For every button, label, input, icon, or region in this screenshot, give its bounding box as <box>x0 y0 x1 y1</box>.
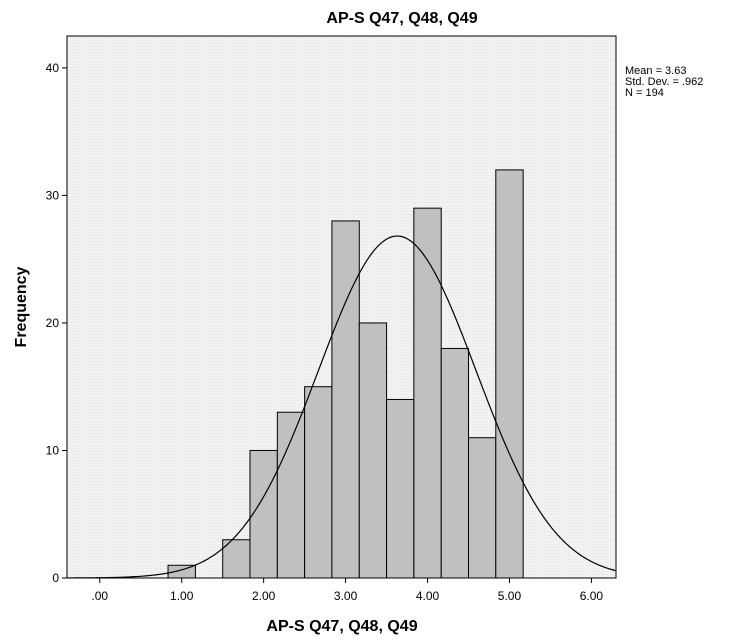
mean-stat: Mean = 3.63 <box>625 65 687 77</box>
plot-frame <box>66 35 617 579</box>
y-tick-label-2: 20 <box>46 316 60 330</box>
histogram-bar-7 <box>358 322 388 579</box>
stats-box: Mean = 3.63 Std. Dev. = .962 N = 194 <box>625 66 703 99</box>
y-tick-label-4: 40 <box>46 61 60 75</box>
chart-title: AP-S Q47, Q48, Q49 <box>326 10 477 27</box>
y-axis-label: Frequency <box>13 266 30 347</box>
x-axis-label: AP-S Q47, Q48, Q49 <box>266 618 417 635</box>
y-tick-label-0: 0 <box>52 571 59 585</box>
histogram-bar-11 <box>468 437 497 579</box>
histogram-bar-3 <box>249 449 278 579</box>
x-tick-label-4: 4.00 <box>416 589 440 603</box>
histogram-bar-5 <box>304 386 333 579</box>
normal-curve <box>66 235 617 579</box>
histogram-bar-12 <box>495 169 524 579</box>
histogram-bars <box>167 169 524 579</box>
y-tick-label-3: 30 <box>46 188 60 202</box>
x-tick-label-5: 5.00 <box>498 589 522 603</box>
histogram-bar-9 <box>413 207 442 579</box>
x-tick-label-3: 3.00 <box>334 589 358 603</box>
x-tick-label-0: .00 <box>91 589 108 603</box>
x-tick-label-2: 2.00 <box>252 589 276 603</box>
x-tick-label-6: 6.00 <box>580 589 604 603</box>
histogram-bar-8 <box>386 398 415 579</box>
histogram-bar-4 <box>276 411 306 579</box>
std-dev-stat: Std. Dev. = .962 <box>625 76 704 88</box>
histogram-bar-10 <box>440 347 470 579</box>
x-axis: .00 1.00 2.00 3.00 4.00 5.00 6.00 <box>91 578 603 603</box>
y-tick-label-1: 10 <box>46 443 60 457</box>
y-axis: 0 10 20 30 40 <box>46 61 67 585</box>
histogram-bar-6 <box>331 220 360 579</box>
n-stat: N = 194 <box>625 87 664 99</box>
x-tick-label-1: 1.00 <box>170 589 194 603</box>
